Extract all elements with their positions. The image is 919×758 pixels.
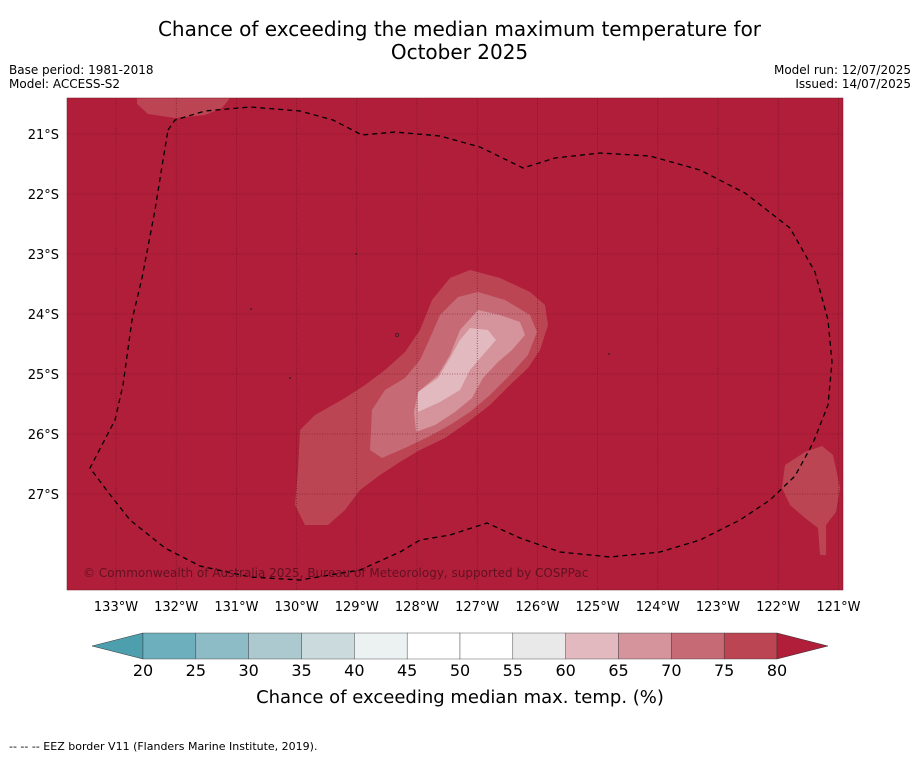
latitude-label: 22°S [28,188,59,203]
contour-regions [137,98,840,555]
colorbar-tick-label: 60 [555,661,575,680]
longitude-label: 123°W [696,600,740,615]
colorbar-swatch [459,632,514,660]
longitude-label: 122°W [756,600,800,615]
latitude-label: 23°S [28,248,59,263]
colorbar-tick-label: 65 [608,661,628,680]
colorbar-swatch [195,632,249,660]
contour-60-central [418,328,496,412]
latitude-label: 21°S [28,128,59,143]
colorbar-tick-label: 30 [238,661,258,680]
colorbar-tick-label: 20 [133,661,153,680]
colorbar-swatch [512,632,566,660]
colorbar-tick-label: 55 [503,661,523,680]
longitude-label: 124°W [636,600,680,615]
colorbar-tick-label: 75 [714,661,734,680]
map-frame [66,97,844,591]
issued-date: Issued: 14/07/2025 [795,77,911,91]
colorbar-title: Chance of exceeding median max. temp. (%… [256,687,664,708]
longitude-labels: 133°W 132°W 131°W 130°W 129°W 128°W 127°W 126°W… [94,600,861,615]
latitude-label: 26°S [28,428,59,443]
latitude-label: 24°S [28,308,59,323]
longitude-label: 128°W [395,600,439,615]
model-name: Model: ACCESS-S2 [9,77,121,91]
colorbar-extend-low [91,632,144,660]
colorbar-swatch [406,632,461,660]
longitude-label: 125°W [576,600,620,615]
map-title: Chance of exceeding the median maximum t… [0,18,919,64]
base-period: Base period: 1981-2018 [9,63,154,77]
longitude-label: 129°W [335,600,379,615]
colorbar-swatch [723,632,778,660]
colorbar-swatch [248,632,302,660]
longitude-label: 127°W [455,600,499,615]
model-run: Model run: 12/07/2025 [773,63,911,77]
colorbar-tick-label: 70 [661,661,681,680]
colorbar-tick-label: 40 [344,661,364,680]
longitude-label: 126°W [515,600,559,615]
eez-footnote: -- -- -- EEZ border V11 (Flanders Marine… [9,740,318,753]
longitude-label: 132°W [154,600,198,615]
longitude-label: 121°W [816,600,860,615]
longitude-label: 131°W [214,600,258,615]
island-markers [250,253,610,379]
graticule [67,98,843,590]
colorbar-swatch [354,632,408,660]
colorbar-tick-label: 25 [186,661,206,680]
latitude-labels: 21°S 22°S 23°S 24°S 25°S 26°S 27°S [28,128,59,503]
copyright-text: © Commonwealth of Australia 2025, Bureau… [83,566,588,580]
colorbar-swatch [618,632,672,660]
meta-left: Base period: 1981-2018 Model: ACCESS-S2 [9,63,154,91]
title-line-2: October 2025 [390,40,529,64]
colorbar-extend-high [776,632,829,660]
colorbar-tick-label: 35 [291,661,311,680]
contour-75-top-patch [137,98,230,118]
title-line-1: Chance of exceeding the median maximum t… [157,17,762,41]
latitude-label: 27°S [28,488,59,503]
latitude-label: 25°S [28,368,59,383]
meta-right: Model run: 12/07/2025 Issued: 14/07/2025 [774,63,911,91]
longitude-label: 130°W [275,600,319,615]
colorbar-swatch [671,632,725,660]
colorbar-swatch [565,632,619,660]
colorbar-swatch [301,632,355,660]
colorbar-tick-label: 50 [450,661,470,680]
colorbar-swatch [142,632,197,660]
longitude-label: 133°W [94,600,138,615]
colorbar: 20 25 30 35 40 45 50 55 60 65 70 75 80 [91,632,829,680]
colorbar-tick-label: 80 [767,661,787,680]
colorbar-tick-label: 45 [397,661,417,680]
